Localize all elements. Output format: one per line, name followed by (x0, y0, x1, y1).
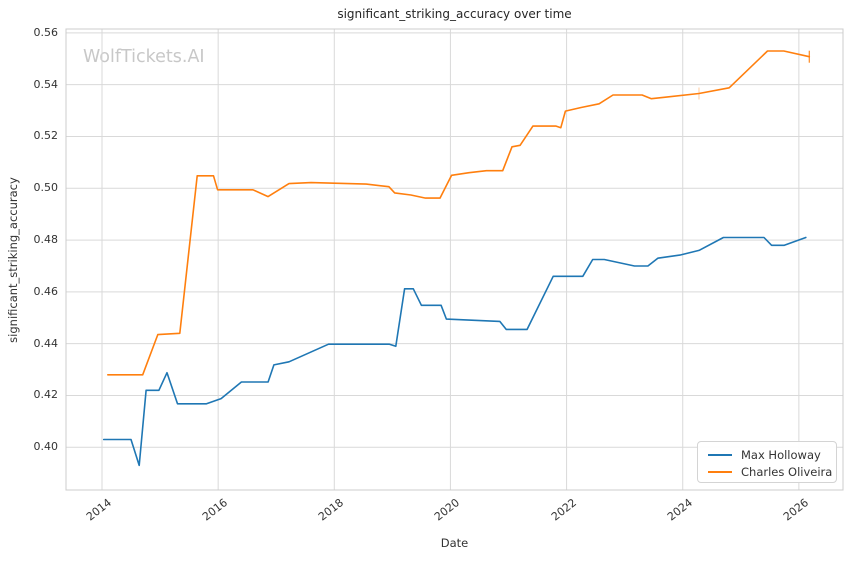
chart-title: significant_striking_accuracy over time (337, 7, 572, 21)
legend-item-max-holloway: Max Holloway (708, 446, 836, 463)
y-tick-label: 0.46 (33, 284, 59, 298)
series-line-max-holloway (102, 236, 807, 467)
legend-line-swatch-orange (708, 470, 732, 473)
y-tick-label: 0.42 (33, 388, 59, 402)
legend-line-swatch-blue (708, 453, 732, 456)
y-tick-label: 0.52 (33, 129, 59, 143)
plot-border (65, 28, 844, 491)
data-series (102, 50, 811, 467)
x-axis-label: Date (440, 536, 469, 550)
legend: Max Holloway Charles Oliveira (697, 441, 837, 483)
gridlines (66, 29, 843, 490)
watermark-text: WolfTickets.AI (83, 47, 205, 67)
y-tick-label: 0.54 (33, 77, 59, 91)
legend-label-charles-oliveira: Charles Oliveira (741, 464, 833, 479)
series-line-charles-oliveira (107, 50, 811, 376)
legend-label-max-holloway: Max Holloway (741, 447, 821, 462)
y-tick-label: 0.56 (33, 25, 59, 39)
y-tick-label: 0.48 (33, 233, 59, 247)
y-tick-label: 0.44 (33, 336, 59, 350)
y-tick-label: 0.40 (33, 440, 59, 454)
legend-item-charles-oliveira: Charles Oliveira (708, 463, 836, 480)
y-tick-label: 0.50 (33, 181, 59, 195)
